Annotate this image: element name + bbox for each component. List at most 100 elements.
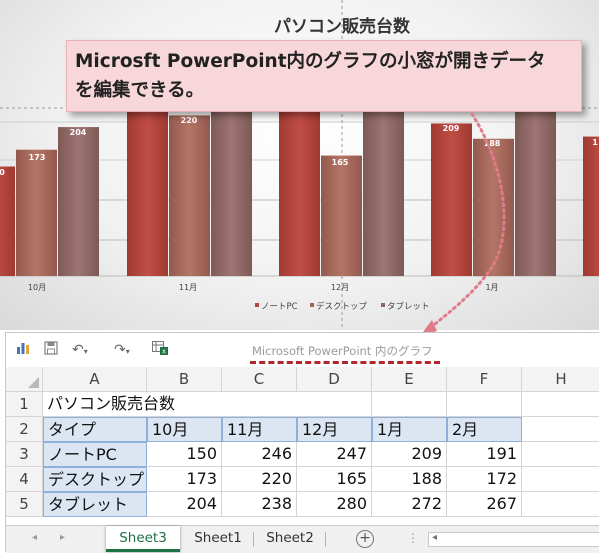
column-header-f[interactable]: F	[447, 367, 522, 392]
row-header-4[interactable]: 4	[6, 467, 43, 492]
column-header-a[interactable]: A	[43, 367, 147, 392]
cell-h5[interactable]	[522, 492, 599, 517]
tab-sheet2[interactable]: Sheet2	[266, 530, 314, 546]
cell-a2[interactable]: タイプ	[43, 417, 147, 442]
callout-line-2: を編集できる。	[75, 80, 205, 101]
bar-data-label: 0	[0, 168, 5, 177]
more-options-icon[interactable]: ⋮	[407, 531, 419, 545]
callout-line-1: Microsft PowerPoint内のグラフの小窓が開きデータ	[75, 51, 546, 72]
sheet-tab-bar: ◂ ▸ Sheet3 Sheet1 Sheet2 + ⋮ ◂	[6, 525, 599, 553]
cell-d1[interactable]	[297, 392, 372, 417]
bar-desktop[interactable]	[473, 138, 514, 276]
cell-d2[interactable]: 12月	[297, 417, 372, 442]
cell-a3[interactable]: ノートPC	[43, 442, 147, 467]
cell-c2[interactable]: 11月	[222, 417, 297, 442]
bar-data-label: 188	[484, 139, 501, 148]
table-row: 3 ノートPC 150 246 247 209 191	[6, 442, 599, 467]
cell-b5[interactable]: 204	[147, 492, 222, 517]
cell-a4[interactable]: デスクトップ	[43, 467, 147, 492]
undo-icon[interactable]: ↶▾	[72, 342, 88, 358]
data-window-toolbar: ↶▾ ↷▾ x Microsoft PowerPoint 内のグラフ	[6, 333, 599, 367]
redo-icon[interactable]: ↷▾	[114, 342, 130, 358]
row-header-1[interactable]: 1	[6, 392, 43, 417]
cell-e4[interactable]: 188	[372, 467, 447, 492]
cell-a1[interactable]: パソコン販売台数	[43, 392, 297, 417]
cell-a5[interactable]: タブレット	[43, 492, 147, 517]
cell-e1[interactable]	[372, 392, 447, 417]
bar-notepc[interactable]	[431, 123, 472, 277]
select-all-corner[interactable]	[6, 367, 43, 392]
column-header-row: A B C D E F H	[6, 367, 599, 392]
cell-e2[interactable]: 1月	[372, 417, 447, 442]
scroll-left-icon[interactable]: ◂	[432, 532, 438, 543]
column-header-d[interactable]: D	[297, 367, 372, 392]
save-icon[interactable]	[44, 341, 58, 359]
cell-e5[interactable]: 272	[372, 492, 447, 517]
cell-b3[interactable]: 150	[147, 442, 222, 467]
bar-notepc[interactable]	[279, 95, 320, 276]
horizontal-scrollbar[interactable]: ◂	[428, 532, 599, 547]
cell-f3[interactable]: 191	[447, 442, 522, 467]
bar-notepc[interactable]	[127, 96, 168, 276]
bar-data-label: 165	[332, 158, 349, 167]
cell-b4[interactable]: 173	[147, 467, 222, 492]
cell-f4[interactable]: 172	[447, 467, 522, 492]
cell-c3[interactable]: 246	[222, 442, 297, 467]
add-sheet-button[interactable]: +	[356, 530, 374, 548]
annotation-callout: Microsft PowerPoint内のグラフの小窓が開きデータ を編集できる…	[66, 40, 582, 112]
cell-e3[interactable]: 209	[372, 442, 447, 467]
category-label: 1月	[485, 283, 498, 292]
legend-entry[interactable]: デスクトップ	[316, 301, 368, 312]
legend-swatch	[381, 303, 385, 307]
chart-data-window[interactable]: ↶▾ ↷▾ x Microsoft PowerPoint 内のグラフ A B C…	[5, 332, 599, 553]
cell-f2[interactable]: 2月	[447, 417, 522, 442]
bar-tablet[interactable]	[211, 102, 252, 276]
tab-separator	[253, 532, 254, 547]
column-header-e[interactable]: E	[372, 367, 447, 392]
column-header-c[interactable]: C	[222, 367, 297, 392]
cell-f5[interactable]: 267	[447, 492, 522, 517]
table-row: 2 タイプ 10月 11月 12月 1月 2月	[6, 417, 599, 442]
row-header-5[interactable]: 5	[6, 492, 43, 517]
bar-desktop[interactable]	[321, 155, 362, 276]
chart-legend[interactable]: ノートPC デスクトップ タブレット	[255, 301, 430, 312]
cell-c5[interactable]: 238	[222, 492, 297, 517]
legend-swatch	[255, 303, 259, 307]
bar-data-label: 1	[592, 138, 598, 147]
tab-scroll-right-icon[interactable]: ▸	[60, 532, 66, 543]
bar-desktop[interactable]	[16, 149, 57, 276]
cell-c4[interactable]: 220	[222, 467, 297, 492]
edit-in-excel-icon[interactable]: x	[152, 341, 168, 359]
row-header-3[interactable]: 3	[6, 442, 43, 467]
cell-d4[interactable]: 165	[297, 467, 372, 492]
legend-entry[interactable]: ノートPC	[261, 302, 298, 312]
bar-desktop[interactable]	[169, 115, 210, 277]
chart-icon[interactable]	[16, 341, 30, 359]
column-header-b[interactable]: B	[147, 367, 222, 392]
bar-data-label: 173	[29, 153, 46, 162]
cell-d3[interactable]: 247	[297, 442, 372, 467]
chart-title[interactable]: パソコン販売台数	[274, 16, 411, 37]
cell-h4[interactable]	[522, 467, 599, 492]
cell-h1[interactable]	[522, 392, 599, 417]
table-row: 1 パソコン販売台数	[6, 392, 599, 417]
bar-notepc[interactable]	[0, 166, 15, 277]
title-dashed-underline	[250, 361, 440, 364]
window-title: Microsoft PowerPoint 内のグラフ	[252, 344, 433, 358]
row-header-2[interactable]: 2	[6, 417, 43, 442]
column-header-h[interactable]: H	[522, 367, 599, 392]
bar-data-label: 220	[181, 116, 198, 125]
cell-b2[interactable]: 10月	[147, 417, 222, 442]
cell-h3[interactable]	[522, 442, 599, 467]
legend-entry[interactable]: タブレット	[387, 301, 430, 312]
cell-f1[interactable]	[447, 392, 522, 417]
tab-scroll-left-icon[interactable]: ◂	[32, 532, 38, 543]
legend-swatch	[310, 303, 314, 307]
cell-d5[interactable]: 280	[297, 492, 372, 517]
bar-notepc[interactable]	[583, 136, 599, 276]
cell-h2[interactable]	[522, 417, 599, 442]
tab-sheet1[interactable]: Sheet1	[194, 530, 242, 546]
category-label: 12月	[331, 283, 349, 292]
bar-tablet[interactable]	[58, 127, 99, 276]
tab-sheet3[interactable]: Sheet3	[106, 526, 180, 552]
